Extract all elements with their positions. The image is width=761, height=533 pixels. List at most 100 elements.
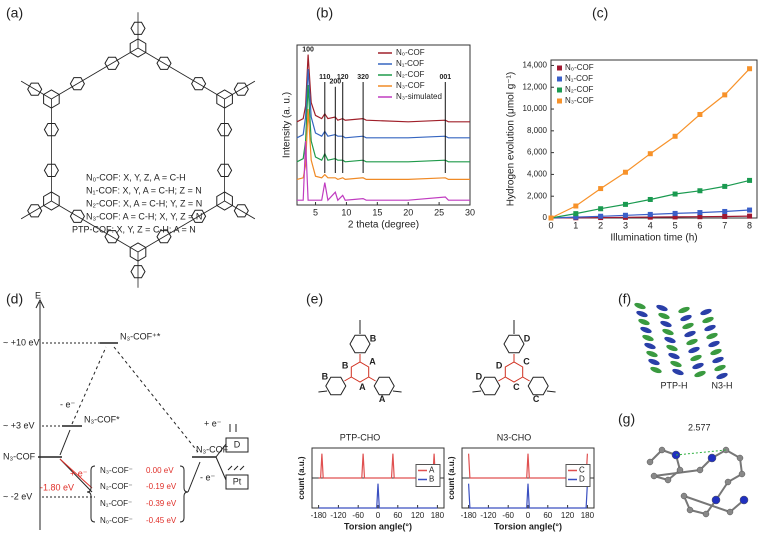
stack-unit	[688, 346, 700, 354]
donor-box	[225, 437, 249, 453]
stack-unit	[678, 306, 690, 314]
stack-unit	[694, 370, 706, 378]
stack-unit	[646, 350, 658, 358]
panel-label: (g)	[618, 411, 635, 427]
distance-label: 2.577	[688, 422, 711, 432]
panel-d	[35, 298, 249, 530]
stack-unit	[716, 372, 728, 380]
stack-unit	[682, 322, 694, 330]
bond	[318, 390, 328, 393]
stack-unit	[684, 330, 696, 338]
level-label: ~ +10 eV	[3, 337, 40, 347]
state-energy: -0.45 eV	[146, 516, 177, 525]
panel-a: N₀-COF: X, Y, Z, A = C-H N₁-COF: X, Y, A…	[72, 172, 202, 234]
legend-label: N₃-COF	[396, 81, 425, 90]
panel-d-text: E ~ +10 eV ~ +3 eV ~ -2 eV N₃-COF N₃-COF…	[3, 290, 242, 525]
ring	[217, 163, 233, 177]
series-line	[297, 140, 470, 202]
bond	[472, 390, 482, 393]
ring	[325, 376, 347, 396]
atom	[686, 506, 694, 514]
marker	[722, 213, 728, 219]
legend-line: N₁-COF: X, Y, A = C-H; Z = N	[86, 185, 202, 195]
bond	[392, 390, 402, 393]
atom	[658, 446, 666, 454]
ring-letter: B	[342, 360, 349, 370]
state-energy: -0.39 eV	[146, 499, 177, 508]
state-energy: -0.19 eV	[146, 482, 177, 491]
linker	[20, 200, 52, 220]
atom	[680, 492, 688, 500]
marker	[622, 169, 628, 175]
x-tick-label: 3	[623, 220, 628, 230]
peak-label: 110	[319, 74, 330, 81]
legend-label: N₁-COF	[396, 59, 424, 68]
marker	[697, 111, 703, 117]
ring-letter: A	[369, 356, 376, 366]
ring	[27, 204, 43, 218]
x-tick-label: -180	[461, 511, 478, 520]
bond	[653, 469, 701, 477]
stack-unit	[648, 358, 660, 366]
stack-unit	[658, 312, 670, 320]
x-tick-label: 5	[673, 220, 678, 230]
x-tick-label: 0	[548, 220, 553, 230]
state-label: N₃-COF	[196, 444, 229, 454]
linker	[224, 80, 256, 100]
legend-line: N₂-COF: X, A = C-H; Y, Z = N	[86, 198, 202, 208]
stack-unit	[640, 326, 652, 334]
molecule-name: PTP-CHO	[340, 432, 381, 442]
atom	[722, 446, 730, 454]
legend-box	[565, 464, 591, 487]
ring-letter: C	[523, 356, 530, 366]
x-tick-label: 60	[543, 511, 552, 520]
stack-unit	[638, 318, 650, 326]
stack-unit	[680, 314, 692, 322]
x-tick-label: 2	[598, 220, 603, 230]
arrow	[59, 429, 71, 456]
x-tick-label: 1	[573, 220, 578, 230]
marker	[722, 183, 728, 189]
panel-label: (e)	[306, 291, 323, 307]
x-tick-label: 6	[697, 220, 702, 230]
marker	[672, 191, 678, 197]
y-tick-label: 6,000	[527, 148, 548, 157]
x-tick-label: 10	[341, 207, 351, 217]
bond	[546, 390, 556, 393]
arrow	[59, 458, 93, 489]
marker	[622, 201, 628, 207]
shift-label: -1.80 eV	[40, 482, 74, 492]
ring	[373, 376, 395, 396]
marker	[647, 151, 653, 157]
arrow	[113, 346, 199, 453]
stack-unit	[700, 308, 712, 316]
ring-letter: A	[359, 382, 366, 392]
panel-e-text: PTP-CHO N3-CHO	[340, 432, 532, 442]
marker	[573, 211, 579, 217]
molecule-name: N3-CHO	[497, 432, 532, 442]
stack-unit	[706, 332, 718, 340]
marker	[598, 206, 604, 212]
chart: 5 10 15 20 25 30 2 theta (degree) Intensity (a.…	[282, 44, 475, 231]
x-tick-label: 120	[411, 511, 425, 520]
panel-f-text: PTP-H N3-H 2.577	[661, 380, 733, 432]
atom	[726, 508, 734, 516]
legend-swatch	[557, 98, 562, 104]
ring-letter: D	[476, 372, 483, 382]
marker	[622, 212, 628, 218]
state-name: N₂-COF⁻	[100, 482, 133, 491]
legend-line: N₀-COF: X, Y, Z, A = C-H	[86, 172, 186, 182]
x-tick-label: 0	[526, 511, 531, 520]
legend-line: N₃-COF: A = C-H; X, Y, Z = N	[86, 211, 202, 221]
atom	[738, 470, 746, 478]
donor-label: D	[234, 439, 241, 449]
ring-letter: B	[322, 372, 329, 382]
x-tick-label: 120	[561, 511, 575, 520]
ring	[104, 230, 120, 244]
ring-letter: C	[513, 382, 520, 392]
state-label: N₃-COF	[3, 451, 36, 461]
panel-label: (c)	[592, 5, 608, 21]
legend-box	[415, 464, 441, 487]
stack-unit	[642, 334, 654, 342]
